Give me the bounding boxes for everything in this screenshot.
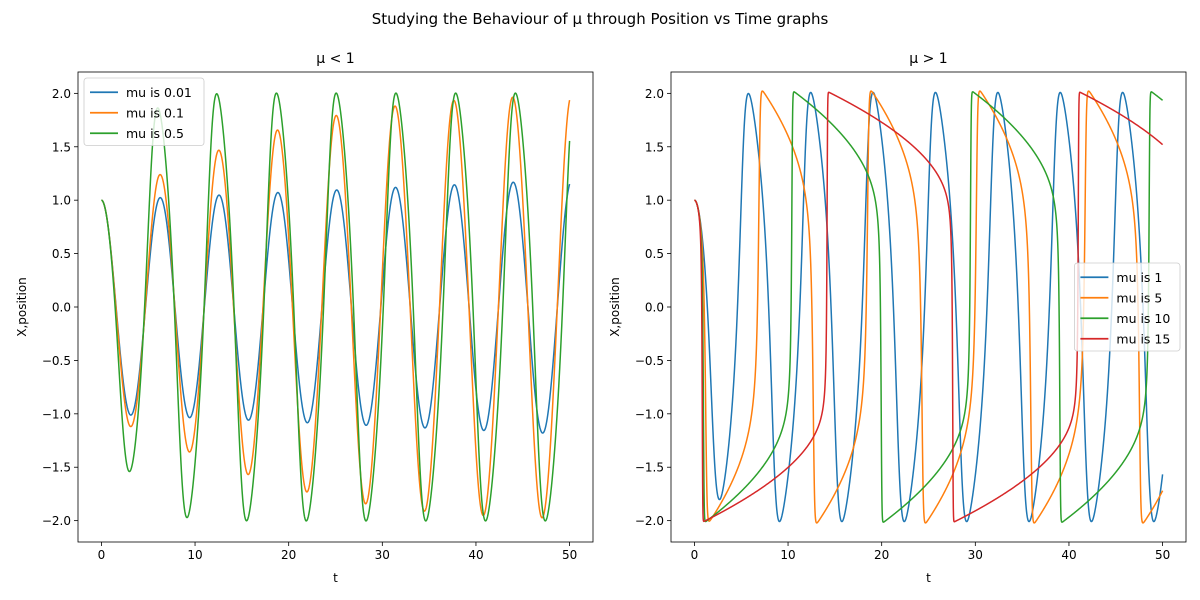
x-tick-label: 30 — [375, 548, 390, 562]
x-tick-label: 10 — [187, 548, 202, 562]
y-tick-label: 2.0 — [52, 87, 71, 101]
series-line-mu-is-10 — [693, 91, 1164, 523]
y-tick-label: 1.0 — [645, 194, 664, 208]
y-tick-label: −1.0 — [635, 407, 664, 421]
x-tick-label: 0 — [691, 548, 699, 562]
y-tick-label: 0.5 — [52, 247, 71, 261]
series-line-mu-is-0_01 — [100, 181, 571, 434]
y-tick-label: −1.5 — [635, 461, 664, 475]
subplot-2: 0 10 20 30 40 50 −2.0 −1.5 −1.0 −0.5 0.0 0.5 1.0 1.5 2… — [608, 51, 1187, 585]
legend-label: mu is 5 — [1116, 290, 1162, 305]
series-line-mu-is-0_5 — [100, 92, 571, 522]
series-line-mu-is-15 — [693, 91, 1164, 523]
x-tick-label: 10 — [780, 548, 795, 562]
x-tick-label: 30 — [968, 548, 983, 562]
legend-label: mu is 0.01 — [126, 85, 192, 100]
y-axis-label: X,position — [608, 277, 622, 337]
y-tick-label: 0.0 — [645, 301, 664, 315]
y-tick-label: −0.5 — [42, 354, 71, 368]
x-axis-label: t — [926, 571, 931, 585]
legend: mu is 0.01 mu is 0.1 mu is 0.5 — [83, 77, 205, 146]
legend-label: mu is 0.5 — [126, 126, 184, 141]
y-tick-label: 0.0 — [52, 301, 71, 315]
y-tick-label: 1.5 — [645, 140, 664, 154]
x-tick-label: 50 — [1155, 548, 1170, 562]
y-tick-label: −0.5 — [635, 354, 664, 368]
x-tick-label: 0 — [98, 548, 106, 562]
x-tick-label: 40 — [1061, 548, 1076, 562]
legend-box — [83, 77, 205, 146]
legend-box — [1074, 262, 1181, 352]
series-line-mu-is-1 — [693, 91, 1164, 523]
x-tick-label: 50 — [562, 548, 577, 562]
x-tick-label: 20 — [281, 548, 296, 562]
series-line-mu-is-0_1 — [100, 96, 571, 519]
y-tick-label: 1.5 — [52, 140, 71, 154]
subplot-title: μ > 1 — [909, 51, 947, 67]
legend-label: mu is 1 — [1116, 270, 1162, 285]
subplot-1: 0 10 20 30 40 50 −2.0 −1.5 −1.0 −0.5 0.0 0.5 1.0 1.5 2… — [15, 51, 594, 585]
legend-label: mu is 10 — [1116, 311, 1170, 326]
x-axis-label: t — [333, 571, 338, 585]
y-axis-label: X,position — [15, 277, 29, 337]
y-tick-label: −2.0 — [635, 514, 664, 528]
legend-label: mu is 0.1 — [126, 105, 184, 120]
series-group — [100, 92, 571, 522]
subplot-title: μ < 1 — [316, 51, 354, 67]
legend: mu is 1 mu is 5 mu is 10 mu is 15 — [1074, 262, 1181, 352]
x-tick-label: 20 — [874, 548, 889, 562]
y-tick-label: −2.0 — [42, 514, 71, 528]
series-group — [693, 90, 1164, 524]
x-tick-label: 40 — [468, 548, 483, 562]
series-line-mu-is-5 — [693, 90, 1164, 524]
figure-suptitle: Studying the Behaviour of μ through Posi… — [371, 10, 829, 28]
y-tick-label: 0.5 — [645, 247, 664, 261]
y-tick-label: −1.0 — [42, 407, 71, 421]
legend-label: mu is 15 — [1116, 331, 1170, 346]
y-tick-label: −1.5 — [42, 461, 71, 475]
y-tick-label: 2.0 — [645, 87, 664, 101]
y-tick-label: 1.0 — [52, 194, 71, 208]
